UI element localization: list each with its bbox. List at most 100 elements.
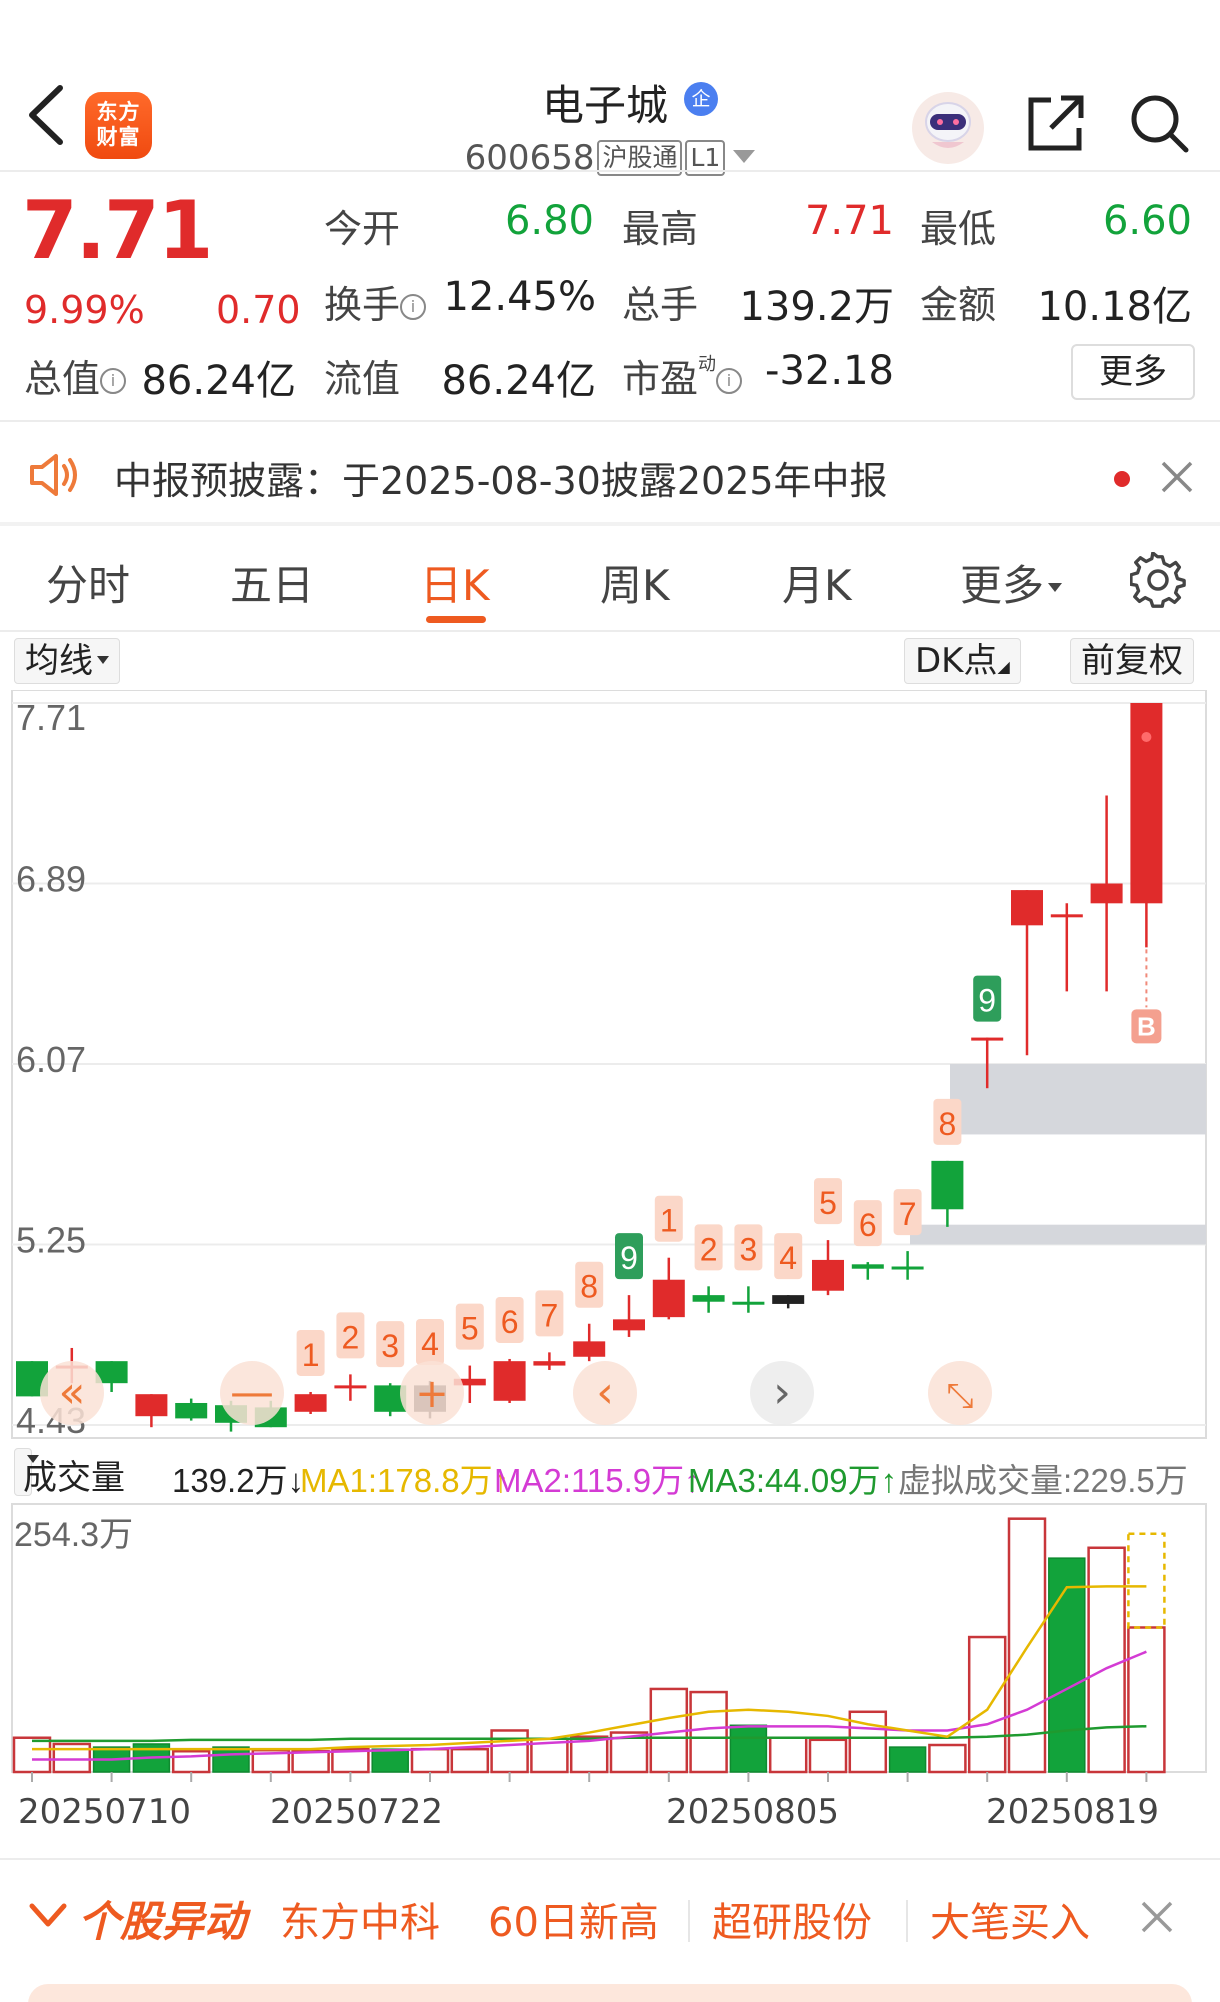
sequence-label: 7 — [541, 1297, 559, 1333]
expand-icon-glyph: ⤡ — [946, 1376, 973, 1416]
alert-item[interactable]: 东方中科 — [280, 1900, 440, 1946]
sequence-marker — [734, 1224, 763, 1271]
sequence-label: 6 — [859, 1207, 877, 1243]
gear-icon[interactable] — [1130, 552, 1186, 608]
volume-bar — [888, 1746, 927, 1773]
back-icon[interactable] — [22, 80, 72, 150]
right-icon[interactable] — [750, 1361, 814, 1425]
sequence-label: 5 — [461, 1311, 479, 1347]
divider — [906, 1900, 908, 1942]
adjust-button[interactable]: 前复权 — [1070, 638, 1194, 684]
chevron-down-icon[interactable] — [28, 1898, 68, 1932]
plus-icon-glyph: + — [415, 1371, 449, 1417]
search-icon[interactable] — [1128, 92, 1190, 154]
stock-code-row[interactable]: 600658 沪股通 L1 — [0, 138, 1220, 178]
last-price: 7.71 — [22, 184, 213, 277]
buy-signal — [1131, 1009, 1162, 1044]
double-left-icon[interactable] — [40, 1361, 104, 1425]
corner-triangle-icon: ◢ — [997, 657, 1010, 676]
tab-intraday[interactable]: 分时 — [46, 561, 131, 610]
bottom-action-pill[interactable] — [28, 1984, 1192, 2002]
divider — [0, 420, 1220, 422]
alert-item[interactable]: 60日新高 — [488, 1900, 659, 1946]
volume-bar — [768, 1736, 808, 1774]
indicator-select[interactable]: 成交量 — [14, 1448, 125, 1498]
support-zone — [910, 1224, 1206, 1245]
info-icon: i — [716, 368, 743, 394]
alert-item[interactable]: 超研股份 — [712, 1900, 872, 1946]
stock-alert-bar: 个股异动 东方中科 60日新高 超研股份 大笔买入 — [0, 1880, 1220, 1952]
volume-bar — [291, 1749, 330, 1774]
sequence-marker — [455, 1303, 484, 1350]
volume-bar — [212, 1746, 250, 1773]
sequence-marker — [814, 1178, 842, 1225]
volume-bar — [1048, 1557, 1086, 1773]
float-value: 86.24亿 — [441, 358, 596, 404]
volume-bar — [371, 1748, 409, 1773]
robot-icon[interactable] — [910, 90, 986, 166]
pe-value: -32.18 — [765, 348, 894, 394]
x-tick-label: 20250722 — [270, 1792, 444, 1832]
volume-bar — [928, 1743, 967, 1774]
mktcap-label[interactable]: 总值 i — [24, 348, 127, 403]
volume-bar — [410, 1747, 450, 1774]
tab-five-day[interactable]: 五日 — [230, 561, 315, 610]
sequence-marker — [615, 1233, 643, 1280]
sequence-marker — [296, 1329, 325, 1376]
y-tick-label: 6.89 — [16, 859, 86, 900]
sequence-label: 2 — [700, 1231, 718, 1267]
share-icon[interactable] — [1025, 92, 1087, 154]
close-icon[interactable] — [1160, 460, 1194, 494]
candle-body — [652, 1279, 685, 1318]
candle-body — [1050, 914, 1083, 918]
stock-code: 600658 — [464, 138, 595, 178]
volume-chart[interactable]: 254.3万 — [0, 1500, 1220, 1790]
plus-icon[interactable] — [400, 1361, 464, 1425]
virtual-volume-bar — [1127, 1532, 1166, 1629]
info-icon: i — [100, 368, 127, 394]
ma3-legend: MA3:44.09万↑ — [688, 1462, 898, 1499]
pe-label[interactable]: 市盈动i — [622, 348, 743, 403]
candle-body — [931, 1160, 964, 1210]
x-tick-label: 20250805 — [666, 1792, 840, 1832]
change-value: 0.70 — [216, 288, 301, 332]
sequence-marker — [973, 975, 1002, 1022]
close-icon[interactable] — [1140, 1900, 1174, 1934]
left-icon[interactable] — [573, 1361, 637, 1425]
more-button[interactable]: 更多 — [1071, 344, 1195, 400]
sequence-marker — [933, 1098, 962, 1145]
candle-body — [294, 1394, 327, 1412]
candle-body — [971, 1037, 1004, 1041]
candle-body — [175, 1402, 208, 1419]
ma1-legend: MA1:178.8万↑ — [300, 1462, 510, 1499]
y-tick-label: 254.3万 — [14, 1516, 133, 1554]
volume-bar — [729, 1724, 768, 1773]
left-icon-glyph: ‹ — [596, 1367, 614, 1418]
notice-bar[interactable]: 中报预披露：于2025-08-30披露2025年中报 — [0, 430, 1220, 522]
sequence-label: 3 — [381, 1328, 399, 1364]
high-value: 7.71 — [804, 198, 894, 244]
mktcap-value: 86.24亿 — [141, 358, 296, 404]
minus-icon[interactable] — [220, 1361, 284, 1425]
divider — [0, 522, 1220, 526]
tab-monthly-k[interactable]: 月K — [782, 561, 852, 610]
sequence-label: 4 — [779, 1240, 797, 1276]
alert-item[interactable]: 大笔买入 — [930, 1900, 1090, 1946]
candle-body — [573, 1341, 606, 1357]
expand-icon[interactable] — [928, 1361, 992, 1425]
tab-weekly-k[interactable]: 周K — [600, 561, 670, 610]
dk-point-button[interactable]: DK点◢ — [904, 638, 1021, 684]
sequence-label: 1 — [660, 1203, 678, 1239]
ma2-legend: MA2:115.9万↑ — [494, 1462, 701, 1499]
turnover-label[interactable]: 换手 i — [324, 274, 427, 329]
tab-daily-k[interactable]: 日K — [420, 561, 490, 610]
app-logo[interactable]: 东方 财富 — [85, 92, 152, 159]
volume-bar — [450, 1747, 490, 1774]
candle-body — [772, 1295, 805, 1304]
sequence-label: 6 — [501, 1304, 519, 1340]
candle-body — [135, 1394, 168, 1417]
level-tag: L1 — [685, 140, 726, 176]
tab-more[interactable]: 更多 — [960, 552, 1063, 613]
ma-select[interactable]: 均线 — [14, 638, 120, 684]
